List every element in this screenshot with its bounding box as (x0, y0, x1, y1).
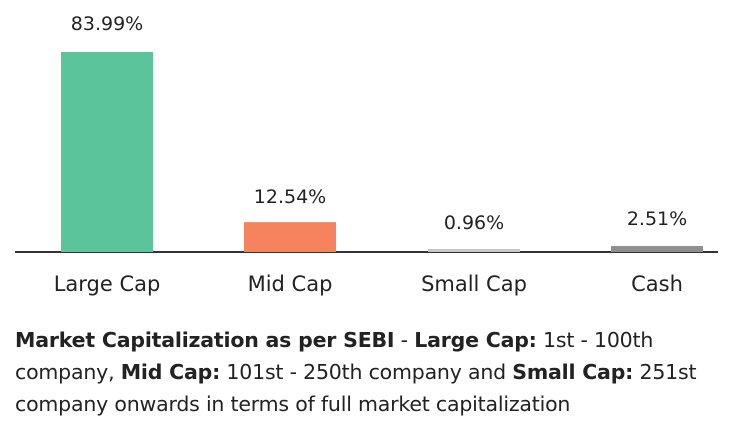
bar-large-cap (61, 52, 153, 252)
bar-chart: 83.99% 12.54% 0.96% 2.51% Large Cap Mid Cap S… (15, 13, 718, 296)
category-label-small-cap: Small Cap (421, 272, 527, 296)
caption-term-large-cap: Large Cap: (414, 328, 537, 352)
bar-cash (611, 246, 703, 252)
caption-term-market-cap: Market Capitalization as per SEBI (15, 328, 395, 352)
caption-separator: - (394, 328, 415, 352)
category-label-large-cap: Large Cap (54, 272, 161, 296)
caption-mid-cap-desc: 101st - 250th company and (220, 360, 513, 384)
bar-mid-cap (244, 222, 336, 252)
category-label-cash: Cash (631, 272, 683, 296)
value-label-small-cap: 0.96% (444, 212, 504, 234)
caption-term-small-cap: Small Cap: (512, 360, 634, 384)
value-label-large-cap: 83.99% (71, 13, 143, 35)
category-label-mid-cap: Mid Cap (248, 272, 333, 296)
bar-small-cap (428, 249, 520, 252)
value-label-mid-cap: 12.54% (254, 186, 326, 208)
caption-term-mid-cap: Mid Cap: (120, 360, 221, 384)
caption-large-cap-desc: 1st - 100th company, (15, 328, 654, 384)
caption-small-cap-desc: 251st company onwards in terms of full m… (15, 360, 697, 416)
value-label-cash: 2.51% (627, 208, 687, 230)
chart-caption: Market Capitalization as per SEBI - Larg… (15, 324, 725, 420)
